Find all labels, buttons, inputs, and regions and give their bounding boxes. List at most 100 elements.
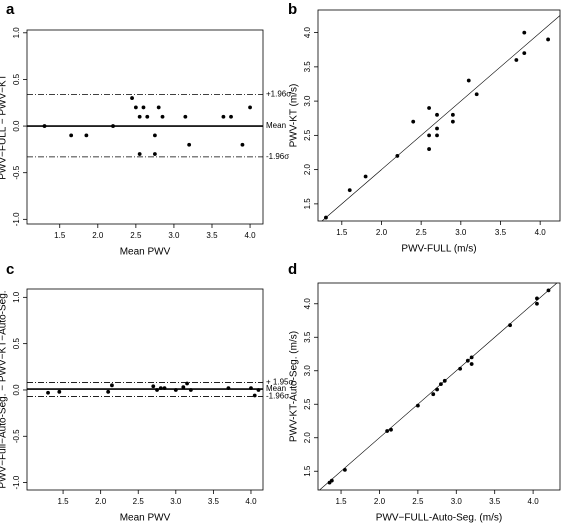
point bbox=[442, 378, 447, 383]
x-axis-label: Mean PWV bbox=[120, 513, 171, 524]
x-tick-label: 2.5 bbox=[130, 231, 142, 240]
point bbox=[535, 301, 539, 306]
x-axis-label: PWV−FULL-Auto-Seg. (m/s) bbox=[376, 513, 502, 524]
point bbox=[435, 387, 439, 392]
point bbox=[535, 296, 539, 301]
x-tick-label: 2.5 bbox=[416, 228, 428, 237]
y-tick-label: 0.5 bbox=[12, 73, 21, 85]
point bbox=[46, 390, 50, 395]
y-tick-label: 2.0 bbox=[303, 432, 312, 444]
point bbox=[385, 429, 390, 433]
point bbox=[508, 323, 512, 328]
point bbox=[84, 133, 89, 138]
point bbox=[514, 58, 519, 62]
y-tick-label: 3.0 bbox=[303, 95, 312, 107]
y-tick-label: -0.5 bbox=[12, 165, 21, 179]
y-tick-label: -1.0 bbox=[12, 212, 21, 226]
point bbox=[546, 288, 551, 293]
point bbox=[226, 386, 231, 391]
point bbox=[347, 188, 352, 193]
point bbox=[342, 468, 347, 472]
point bbox=[450, 112, 455, 117]
point bbox=[57, 389, 62, 394]
point bbox=[187, 142, 192, 147]
y-tick-label: 4.0 bbox=[303, 298, 312, 310]
y-tick-label: 3.5 bbox=[303, 61, 312, 73]
point bbox=[183, 114, 188, 119]
point bbox=[158, 386, 163, 391]
y-tick-label: 3.5 bbox=[303, 331, 312, 343]
point bbox=[152, 133, 157, 138]
point bbox=[546, 37, 550, 42]
plot-frame bbox=[317, 9, 561, 222]
point bbox=[111, 124, 115, 128]
point bbox=[145, 114, 150, 119]
point bbox=[69, 133, 74, 138]
reference-label: + 1.95σ bbox=[266, 378, 293, 387]
point bbox=[110, 383, 114, 388]
point bbox=[522, 30, 527, 35]
point bbox=[431, 392, 436, 397]
y-tick-label: 2.5 bbox=[303, 398, 312, 410]
reference-label: -1.96σ bbox=[266, 392, 289, 401]
point bbox=[229, 114, 233, 119]
y-axis-label: PWV−Full−Auto-Seg. − PWV−KT−Auto-Seg. bbox=[0, 290, 9, 488]
y-tick-label: 0.0 bbox=[12, 120, 21, 132]
reference-label: +1.96σ bbox=[266, 89, 291, 98]
x-axis-label: PWV-FULL (m/s) bbox=[401, 244, 476, 255]
point bbox=[130, 96, 134, 100]
point bbox=[415, 403, 420, 408]
x-tick-label: 4.0 bbox=[528, 497, 540, 506]
point bbox=[435, 126, 439, 131]
point bbox=[329, 478, 334, 483]
x-tick-label: 1.5 bbox=[58, 497, 70, 506]
x-tick-label: 2.0 bbox=[374, 497, 386, 506]
x-axis-label: Mean PWV bbox=[120, 247, 171, 258]
x-tick-label: 2.0 bbox=[95, 497, 107, 506]
x-tick-label: 1.5 bbox=[54, 231, 66, 240]
y-tick-label: 0.5 bbox=[12, 338, 21, 350]
y-axis-label: PWV-KT-Auto-Seg. (m/s) bbox=[289, 331, 300, 442]
y-tick-label: -0.5 bbox=[12, 429, 21, 443]
y-tick-label: 3.0 bbox=[303, 365, 312, 377]
point bbox=[466, 78, 471, 83]
point bbox=[42, 124, 47, 128]
point bbox=[162, 386, 167, 391]
x-tick-label: 3.0 bbox=[170, 497, 182, 506]
point bbox=[185, 381, 189, 386]
x-tick-label: 2.5 bbox=[133, 497, 145, 506]
panel-label: b bbox=[288, 1, 297, 18]
point bbox=[133, 105, 138, 110]
y-tick-label: 2.5 bbox=[303, 129, 312, 141]
x-tick-label: 3.0 bbox=[451, 497, 463, 506]
x-tick-label: 1.5 bbox=[336, 228, 348, 237]
point bbox=[469, 355, 474, 360]
y-axis-label: PWV-KT (m/s) bbox=[289, 84, 300, 148]
panel-label: d bbox=[288, 261, 297, 278]
x-tick-label: 3.5 bbox=[206, 231, 218, 240]
point bbox=[160, 114, 165, 119]
plot-frame bbox=[317, 282, 561, 491]
point bbox=[252, 393, 257, 398]
y-tick-label: 0.0 bbox=[12, 384, 21, 396]
point bbox=[450, 119, 455, 124]
panel-label: c bbox=[6, 261, 14, 278]
plot-frame bbox=[26, 29, 264, 225]
point bbox=[151, 384, 156, 389]
point bbox=[427, 133, 431, 138]
y-tick-label: 1.0 bbox=[12, 291, 21, 303]
point bbox=[188, 388, 193, 392]
point bbox=[249, 386, 253, 391]
point bbox=[458, 366, 463, 371]
identity-line bbox=[319, 282, 558, 491]
x-tick-label: 3.5 bbox=[489, 497, 501, 506]
point bbox=[395, 154, 400, 158]
point bbox=[221, 114, 226, 119]
x-tick-label: 2.0 bbox=[92, 231, 104, 240]
point bbox=[106, 389, 111, 394]
y-tick-label: -1.0 bbox=[12, 475, 21, 489]
point bbox=[522, 51, 527, 56]
point bbox=[248, 105, 252, 110]
point bbox=[141, 105, 146, 110]
